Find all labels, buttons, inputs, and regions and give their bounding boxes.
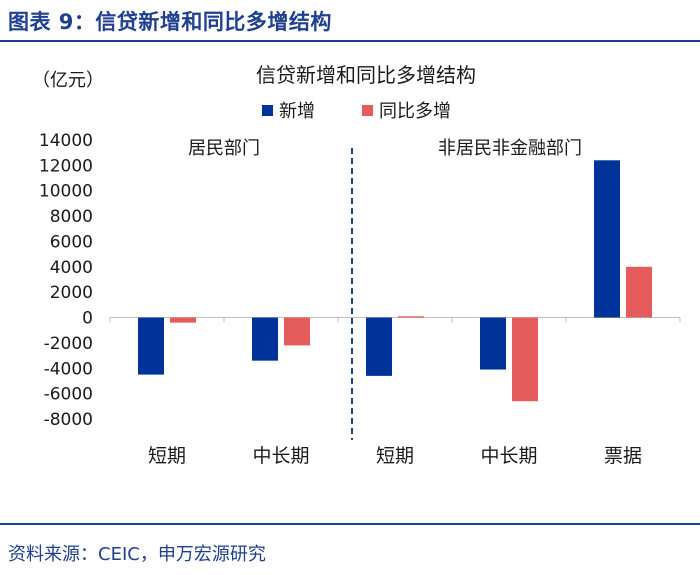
- bar-xinzeng: [366, 317, 392, 376]
- y-tick-label: 10000: [39, 182, 93, 202]
- top-divider: [0, 40, 700, 42]
- y-tick-label: 12000: [39, 156, 93, 176]
- bottom-divider: [0, 523, 700, 525]
- x-category-label: 中长期: [480, 445, 537, 467]
- bar-tongbi: [170, 317, 196, 323]
- y-tick-label: 4000: [50, 258, 93, 278]
- y-tick-label: -6000: [44, 385, 93, 405]
- source-note: 资料来源：CEIC，申万宏源研究: [8, 544, 266, 565]
- chart-title: 信贷新增和同比多增结构: [256, 63, 476, 87]
- bar-xinzeng: [252, 317, 278, 361]
- y-tick-label: -4000: [44, 359, 93, 379]
- group-label-household: 居民部门: [188, 138, 260, 159]
- y-tick-label: 6000: [50, 232, 93, 252]
- y-tick-label: 0: [82, 309, 93, 329]
- legend-label-tongbi: 同比多增: [379, 101, 451, 122]
- legend-swatch-tongbi: [362, 105, 373, 116]
- y-axis-unit: （亿元）: [32, 70, 104, 91]
- x-category-label: 中长期: [252, 445, 309, 467]
- x-axis: [109, 317, 681, 323]
- y-tick-label: 8000: [50, 207, 93, 227]
- bar-tongbi: [284, 317, 310, 346]
- x-category-label: 短期: [376, 445, 414, 467]
- y-tick-label: -2000: [44, 334, 93, 354]
- y-axis: 14000 12000 10000 8000 6000 4000 2000 0 -2000 -40…: [39, 131, 93, 430]
- bar-xinzeng: [480, 317, 506, 370]
- y-tick-label: 2000: [50, 283, 93, 303]
- bars: [138, 160, 652, 402]
- legend-swatch-xinzeng: [262, 105, 273, 116]
- legend-label-xinzeng: 新增: [279, 101, 315, 122]
- y-tick-label: -8000: [44, 410, 93, 430]
- x-category-label: 短期: [148, 445, 186, 467]
- bar-xinzeng: [138, 317, 164, 375]
- bar-xinzeng: [594, 160, 620, 318]
- y-tick-label: 14000: [39, 131, 93, 151]
- x-category-label: 票据: [604, 445, 642, 467]
- chart: 信贷新增和同比多增结构 （亿元） 新增 同比多增 居民部门 非居民非金融部门 1…: [32, 63, 681, 467]
- legend: 新增 同比多增: [262, 101, 451, 122]
- x-axis-labels: 短期 中长期 短期 中长期 票据: [148, 445, 642, 467]
- bar-tongbi: [626, 266, 652, 318]
- group-label-nonhousehold: 非居民非金融部门: [438, 138, 582, 159]
- bar-tongbi: [512, 317, 538, 402]
- figure-title: 图表 9：信贷新增和同比多增结构: [8, 10, 332, 34]
- bar-tongbi: [398, 316, 424, 318]
